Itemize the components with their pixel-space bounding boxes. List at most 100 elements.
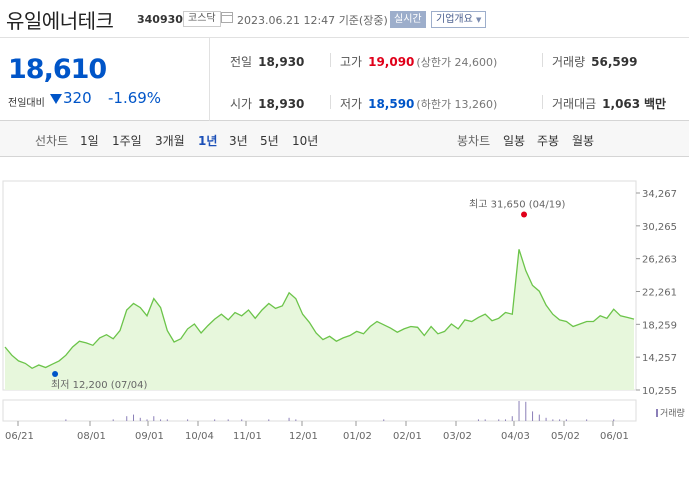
x-tick-label: 08/01 <box>77 431 106 442</box>
volume-value: 56,599 <box>591 55 638 69</box>
volume-bar <box>126 416 128 421</box>
x-tick-label: 12/01 <box>289 431 318 442</box>
tab-1d[interactable]: 1일 <box>80 134 99 148</box>
divider <box>542 95 543 109</box>
divider <box>330 95 331 109</box>
change-percent: -1.69% <box>108 89 162 107</box>
volume-label: 거래량 <box>552 55 586 69</box>
x-tick-label: 05/02 <box>551 431 580 442</box>
x-tick-label: 04/03 <box>501 431 530 442</box>
price-summary: 18,610 전일대비 320 -1.69% 전일 18,930 고가 19,090… <box>0 38 689 121</box>
volume-bar <box>586 419 588 421</box>
tab-daily[interactable]: 일봉 <box>503 134 526 148</box>
volume-bar <box>166 419 168 421</box>
x-tick-label: 06/21 <box>5 431 34 442</box>
volume-bar <box>613 419 615 421</box>
y-tick-label: 18,259 <box>642 320 677 331</box>
low-label: 저가 <box>340 97 363 111</box>
volume-bar <box>227 419 229 421</box>
tab-3y[interactable]: 3년 <box>229 134 248 148</box>
tab-monthly[interactable]: 월봉 <box>572 134 595 148</box>
quote-datetime: 2023.06.21 12:47 기준(장중) <box>237 12 388 28</box>
open-label: 시가 <box>230 97 253 111</box>
volume-bar <box>288 417 290 421</box>
x-tick-label: 06/01 <box>600 431 629 442</box>
prev-close-value: 18,930 <box>258 55 305 69</box>
low-cell: 저가 18,590 (하한가 13,260) <box>340 95 497 112</box>
volume-bar <box>153 416 155 421</box>
current-price: 18,610 <box>8 54 107 85</box>
high-value: 19,090 <box>368 55 415 69</box>
tab-5y[interactable]: 5년 <box>260 134 279 148</box>
x-tick-label: 02/01 <box>393 431 422 442</box>
tab-3m[interactable]: 3개월 <box>155 134 185 148</box>
calendar-icon <box>221 12 233 23</box>
realtime-button[interactable]: 실시간 <box>390 11 426 28</box>
tab-1y[interactable]: 1년 <box>198 134 218 148</box>
upper-limit: (상한가 24,600) <box>416 56 498 69</box>
volume-bar <box>139 417 141 421</box>
volume-bar <box>477 419 479 421</box>
volume-bar <box>65 419 67 421</box>
volume-frame <box>2 399 637 422</box>
volume-bar <box>133 414 135 421</box>
change-value: 320 <box>63 89 92 107</box>
y-axis: 34,267 30,265 26,263 22,261 18,259 14,257 10,2… <box>636 189 677 397</box>
y-tick-label: 14,257 <box>642 353 677 364</box>
volume-bar <box>559 419 561 421</box>
volume-bar <box>545 417 547 421</box>
volume-bar <box>187 419 189 421</box>
tab-1w[interactable]: 1주일 <box>112 134 142 148</box>
line-chart-label: 선차트 <box>35 134 69 148</box>
low-marker <box>52 371 59 378</box>
x-tick-label: 10/04 <box>185 431 214 442</box>
y-tick-label: 22,261 <box>642 288 677 299</box>
volume-bar <box>532 411 534 421</box>
amount-cell: 거래대금 1,063 백만 <box>552 95 666 112</box>
stock-header: 유일에너테크 340930 코스닥 2023.06.21 12:47 기준(장중… <box>0 0 689 38</box>
prev-close-label: 전일 <box>230 55 253 69</box>
high-cell: 고가 19,090 (상한가 24,600) <box>340 53 497 70</box>
high-marker <box>521 211 528 218</box>
x-axis: 06/21 08/01 09/01 10/04 11/01 12/01 01/02 02/01… <box>5 421 629 442</box>
basis-text: 기준(장중) <box>338 14 388 27</box>
high-annotation: 최고 31,650 (04/19) <box>469 198 565 210</box>
volume-legend: 거래량 <box>660 407 685 419</box>
volume-bar <box>525 401 527 421</box>
volume-bar <box>518 401 520 421</box>
amount-unit: 백만 <box>643 97 667 111</box>
volume-bar <box>241 419 243 421</box>
change-label: 전일대비 <box>8 98 45 109</box>
stock-name: 유일에너테크 <box>6 9 114 33</box>
chart-period-tabs: 선차트 1일 1주일 3개월 1년 3년 5년 10년 봉차트 일봉 주봉 월봉 <box>0 121 689 157</box>
price-area <box>5 249 634 390</box>
volume-bar <box>383 419 385 421</box>
company-info-dropdown[interactable]: 기업개요 ▼ <box>431 11 487 28</box>
divider <box>542 53 543 67</box>
open-value: 18,930 <box>258 97 305 111</box>
tab-10y[interactable]: 10년 <box>292 134 319 148</box>
divider <box>330 53 331 67</box>
market-badge: 코스닥 <box>183 11 221 27</box>
x-tick-label: 03/02 <box>443 431 472 442</box>
tab-weekly[interactable]: 주봉 <box>537 134 560 148</box>
volume-bar <box>504 419 506 421</box>
volume-bar <box>295 419 297 421</box>
x-tick-label: 09/01 <box>135 431 164 442</box>
y-tick-label: 26,263 <box>642 255 677 266</box>
amount-label: 거래대금 <box>552 97 597 111</box>
company-info-label: 기업개요 <box>436 14 473 25</box>
y-tick-label: 34,267 <box>642 189 677 200</box>
x-tick-label: 01/02 <box>343 431 372 442</box>
volume-bars <box>65 401 615 421</box>
volume-bar <box>146 419 148 421</box>
volume-legend-swatch <box>656 409 658 417</box>
low-value: 18,590 <box>368 97 415 111</box>
volume-bar <box>160 419 162 421</box>
price-line <box>4 249 635 370</box>
open-cell: 시가 18,930 <box>230 95 304 112</box>
amount-value: 1,063 <box>602 97 641 111</box>
price-chart[interactable]: 34,267 30,265 26,263 22,261 18,259 14,257 10,2… <box>0 157 689 479</box>
volume-bar <box>112 419 114 421</box>
volume-bar <box>214 419 216 421</box>
